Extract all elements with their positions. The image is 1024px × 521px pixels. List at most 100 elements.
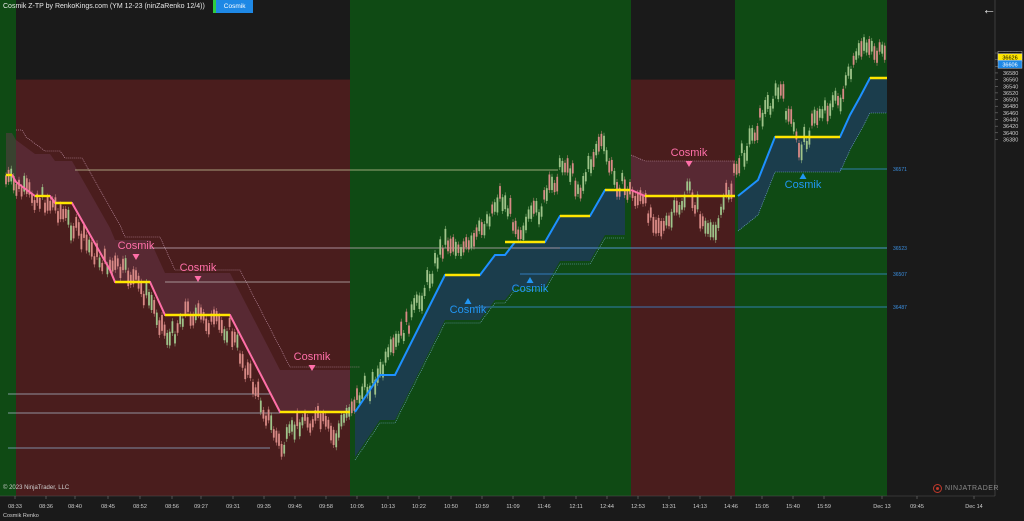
renko-brick	[122, 258, 124, 271]
renko-brick	[335, 433, 338, 448]
time-tick-label: 12:44	[600, 504, 614, 510]
renko-brick	[374, 379, 377, 395]
renko-brick	[509, 198, 512, 214]
renko-brick	[712, 224, 715, 238]
bull-zone	[0, 0, 16, 496]
signal-label: Cosmik	[785, 179, 822, 191]
renko-brick	[579, 187, 582, 199]
renko-brick	[330, 425, 332, 441]
renko-brick	[101, 262, 104, 272]
renko-brick	[187, 301, 189, 312]
renko-brick	[249, 363, 252, 379]
renko-brick	[681, 201, 683, 210]
arrow-left-icon[interactable]: ←	[982, 1, 996, 17]
renko-brick	[792, 122, 795, 132]
renko-brick	[761, 112, 764, 127]
renko-brick	[493, 202, 496, 212]
price-tick-label: 36380	[1003, 137, 1018, 143]
renko-brick	[517, 229, 520, 240]
renko-brick	[467, 240, 470, 250]
renko-brick	[462, 241, 465, 253]
status-label: Cosmik Renko	[3, 513, 39, 519]
renko-brick	[174, 334, 176, 344]
renko-brick	[590, 159, 592, 174]
renko-brick	[111, 260, 114, 272]
renko-brick	[400, 321, 403, 336]
renko-brick	[855, 51, 858, 60]
renko-brick	[254, 387, 257, 397]
cosmik-signal: Cosmik	[118, 240, 155, 260]
renko-brick	[262, 409, 265, 419]
renko-brick	[683, 194, 686, 208]
horizontal-levels: 36571 36523 36507 36487	[8, 167, 907, 449]
signal-markers: Cosmik Cosmik Cosmik Cosmik Cosmik Cosmik Cosm…	[118, 147, 822, 371]
renko-brick	[678, 205, 681, 215]
renko-brick	[444, 228, 447, 245]
chart-title: Cosmik Z-TP by RenkoKings.com (YM 12-23 …	[3, 3, 205, 10]
time-tick-label: 08:36	[39, 504, 53, 510]
renko-brick	[756, 126, 759, 141]
renko-brick	[735, 163, 738, 175]
renko-brick	[158, 320, 161, 335]
renko-brick	[96, 243, 98, 257]
renko-brick	[787, 108, 790, 122]
time-tick-label: 12:53	[631, 504, 645, 510]
line-price-label: 36571	[893, 167, 907, 173]
renko-brick	[389, 339, 392, 353]
renko-brick	[842, 88, 845, 100]
renko-brick	[306, 417, 309, 428]
price-tick-label: 36460	[1003, 111, 1018, 117]
renko-brick	[428, 274, 431, 289]
renko-brick	[649, 207, 652, 218]
renko-brick	[129, 274, 132, 285]
renko-brick	[246, 362, 249, 375]
renko-brick	[88, 239, 91, 253]
indicator-toggle-button[interactable]: Cosmik	[212, 0, 254, 13]
time-tick-label: 11:09	[506, 504, 519, 510]
time-tick-label: 08:56	[165, 504, 179, 510]
renko-brick	[759, 108, 761, 118]
renko-brick	[106, 265, 109, 275]
renko-brick	[470, 235, 473, 248]
renko-brick	[548, 174, 551, 191]
renko-brick	[80, 233, 83, 250]
price-tick-label: 36440	[1003, 118, 1018, 124]
stop-price-tag	[997, 60, 1023, 69]
renko-brick	[772, 98, 774, 109]
time-tick-label: 12:11	[569, 504, 582, 510]
renko-brick	[847, 66, 850, 76]
renko-brick	[795, 131, 798, 140]
cosmik-signal: Cosmik	[671, 147, 708, 167]
triangle-down-icon	[132, 254, 140, 260]
line-price-label: 36507	[893, 272, 907, 278]
renko-brick	[449, 238, 452, 254]
copyright-text: © 2023 NinjaTrader, LLC	[3, 485, 70, 491]
renko-brick	[839, 97, 842, 112]
renko-brick	[166, 332, 169, 345]
renko-brick	[553, 182, 556, 193]
signal-label: Cosmik	[450, 304, 487, 316]
renko-brick	[77, 222, 80, 236]
renko-brick	[603, 135, 605, 152]
renko-brick	[618, 187, 621, 197]
triangle-up-icon	[464, 298, 472, 304]
renko-brick	[275, 430, 278, 443]
renko-brick	[379, 362, 382, 375]
time-tick-label: 15:59	[817, 504, 831, 510]
renko-brick	[25, 178, 28, 194]
renko-brick	[595, 143, 598, 156]
renko-brick	[38, 197, 41, 209]
renko-brick	[285, 427, 288, 439]
renko-brick	[785, 111, 787, 120]
renko-brick	[90, 242, 93, 257]
renko-brick	[564, 162, 566, 173]
renko-bricks	[5, 34, 886, 460]
price-tick-label: 36400	[1003, 131, 1018, 137]
renko-brick	[813, 109, 816, 124]
renko-brick	[207, 323, 210, 335]
renko-brick	[161, 315, 163, 331]
renko-brick	[535, 201, 538, 213]
price-tick-label: 36540	[1003, 84, 1018, 90]
renko-brick	[790, 109, 793, 124]
